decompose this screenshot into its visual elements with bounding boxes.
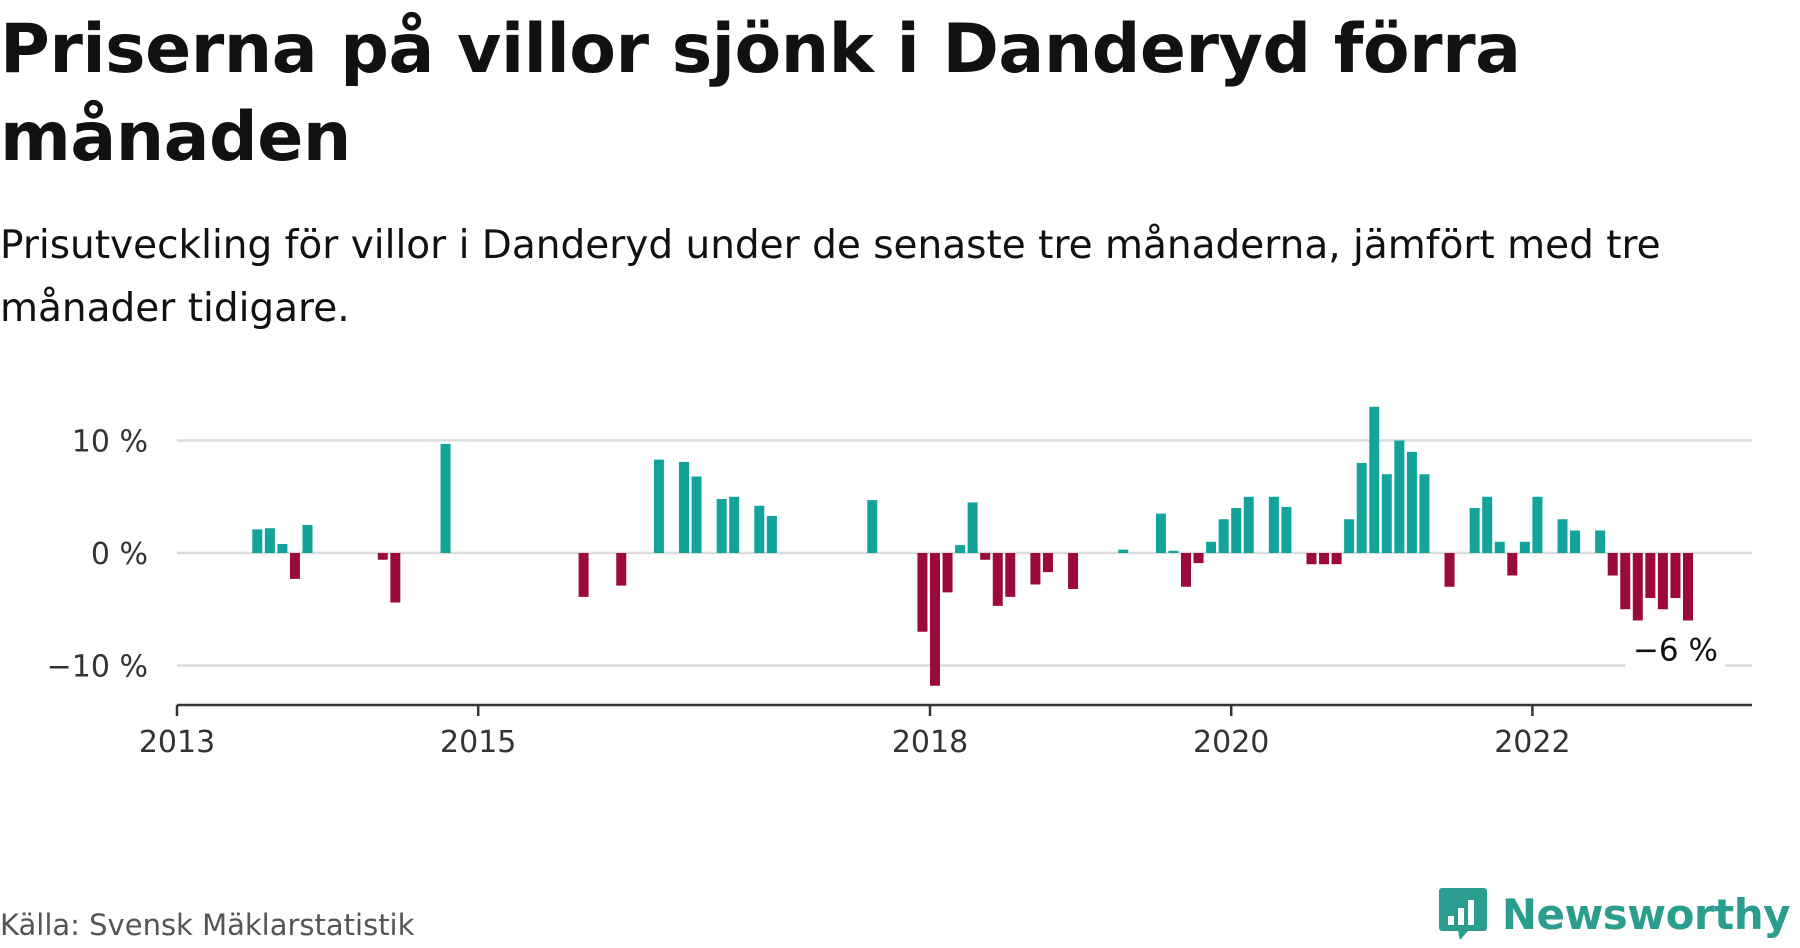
bar (390, 553, 401, 603)
bar (1645, 553, 1656, 598)
bar (1419, 474, 1430, 553)
bar (1557, 519, 1568, 553)
annotation-background (1625, 630, 1726, 673)
x-axis: 2013 2015 2018 2020 2022 (139, 703, 1752, 760)
bar (1519, 541, 1530, 553)
y-axis-ticks: 10 % 0 % −10 % (47, 425, 148, 685)
brand-name: Newsworthy (1501, 889, 1791, 939)
bar (1068, 553, 1079, 589)
bar (917, 553, 928, 632)
bar (679, 461, 689, 553)
bar (1206, 541, 1217, 553)
bar (1005, 553, 1016, 597)
y-tick-label: −10 % (47, 650, 148, 685)
bar (1607, 553, 1618, 576)
bar (1657, 553, 1668, 610)
bar (1482, 496, 1493, 553)
bar (578, 553, 589, 597)
x-tick-label: 2015 (440, 725, 516, 760)
bar (1507, 553, 1518, 576)
y-tick-label: 0 % (91, 537, 148, 572)
bar (1595, 530, 1606, 553)
bar (377, 553, 388, 560)
x-tick-label: 2022 (1494, 725, 1570, 760)
bar (1319, 553, 1330, 565)
y-tick-label: 10 % (72, 425, 148, 460)
bars (252, 406, 1693, 686)
bar (766, 515, 777, 553)
bar (1231, 508, 1242, 553)
bar (1632, 553, 1643, 621)
bar (1281, 506, 1292, 553)
bar (980, 553, 991, 560)
annotations: −6 % (1625, 630, 1726, 673)
x-tick-label: 2020 (1193, 725, 1269, 760)
bar (252, 529, 263, 553)
bar (1381, 474, 1392, 553)
bar (1532, 496, 1543, 553)
x-tick-label: 2013 (139, 725, 215, 760)
bar (1155, 513, 1166, 553)
bar (616, 553, 627, 586)
bar (277, 544, 288, 553)
bar (302, 524, 313, 553)
bar (1030, 553, 1041, 585)
bar (1168, 550, 1179, 553)
bar (729, 496, 740, 553)
bar (1218, 519, 1229, 553)
bar (264, 528, 275, 553)
x-tick-label: 2018 (892, 725, 968, 760)
bar (1683, 553, 1693, 621)
bar (1394, 440, 1405, 553)
bar (1570, 530, 1581, 553)
bar (1469, 508, 1480, 553)
bar-chart-speech-bubble-icon (1438, 888, 1487, 940)
bar (1331, 553, 1342, 565)
bar (1268, 496, 1279, 553)
brand-logo: Newsworthy (1438, 886, 1791, 942)
bar (440, 443, 451, 553)
bar (1494, 541, 1505, 553)
bar (1306, 553, 1317, 565)
bar (1670, 553, 1681, 598)
bar (1356, 463, 1367, 553)
bar (1243, 496, 1254, 553)
bar (1193, 553, 1204, 564)
bar (716, 499, 727, 553)
bar (754, 505, 765, 553)
bar (1406, 451, 1417, 553)
bar (1118, 549, 1129, 553)
bar (992, 553, 1003, 606)
bar (1042, 553, 1053, 573)
bar (1369, 406, 1380, 553)
bar (1620, 553, 1631, 610)
annotation-label: −6 % (1633, 633, 1718, 669)
bar (967, 502, 978, 553)
bar (691, 476, 702, 553)
chart-subtitle: Prisutveckling för villor i Danderyd und… (0, 223, 1661, 331)
chart-title: Priserna på villor sjönk i Danderyd förr… (0, 10, 1521, 177)
bar (1344, 519, 1355, 553)
bar (289, 553, 300, 579)
bar (930, 553, 940, 686)
source-note: Källa: Svensk Mäklarstatistik (0, 908, 415, 942)
bar (867, 500, 878, 553)
bar (653, 459, 664, 553)
bar-chart: 10 % 0 % −10 % 2013 2015 2018 2020 2022 −6 % (47, 406, 1752, 760)
bar (955, 545, 966, 553)
bar (942, 553, 953, 593)
bar (1444, 553, 1455, 587)
bar (1181, 553, 1191, 587)
